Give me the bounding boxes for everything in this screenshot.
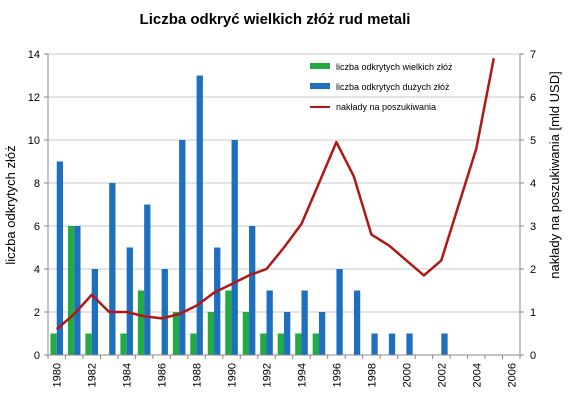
legend-swatch (310, 63, 330, 69)
x-tick-label: 1996 (331, 363, 343, 387)
bar-big-deposits (266, 290, 273, 355)
y2-tick-label: 6 (530, 92, 536, 104)
bar-big-deposits (301, 290, 308, 355)
legend: liczba odkrytych wielkich złóż liczba odk… (310, 62, 453, 112)
bar-large-deposits (85, 333, 92, 355)
line-layer (55, 58, 496, 331)
y2-tick-label: 3 (530, 221, 536, 233)
left-axis-ticks: 0 2 4 6 8 10 12 14 (28, 49, 48, 362)
y-tick-label: 14 (28, 49, 40, 61)
y-tick-label: 8 (34, 178, 40, 190)
x-tick-label: 1992 (262, 363, 274, 387)
bar-big-deposits (56, 161, 64, 355)
bar-large-deposits (225, 290, 232, 355)
bar-big-deposits (249, 226, 256, 355)
bar-big-deposits (388, 333, 396, 355)
bar-large-deposits (277, 333, 284, 355)
bar-big-deposits (144, 204, 151, 355)
bar-big-deposits (196, 75, 203, 355)
y-axis-title: liczba odkrytych złóż (3, 145, 18, 264)
axes (47, 54, 521, 356)
bar-large-deposits (172, 312, 180, 355)
x-tick-label: 2002 (436, 363, 448, 387)
bar-big-deposits (336, 269, 343, 355)
bar-large-deposits (295, 333, 302, 355)
x-tick-label: 1980 (52, 363, 64, 387)
bar-big-deposits (161, 269, 168, 355)
x-tick-label: 1998 (366, 363, 378, 387)
x-tick-label: 1986 (157, 363, 169, 387)
x-tick-label: 1990 (227, 363, 239, 387)
bar-big-deposits (214, 247, 221, 355)
y2-tick-label: 5 (530, 135, 536, 147)
bar-large-deposits (137, 290, 145, 355)
exploration-spending-line (55, 58, 496, 331)
y2-tick-label: 1 (530, 307, 536, 319)
bar-large-deposits (312, 333, 319, 355)
y-tick-label: 12 (28, 92, 40, 104)
bar-big-deposits (318, 312, 326, 355)
bar-big-deposits (74, 226, 81, 355)
bar-large-deposits (120, 333, 127, 355)
legend-swatch (310, 83, 330, 89)
bar-big-deposits (441, 333, 448, 355)
y-tick-label: 4 (34, 264, 40, 276)
bar-big-deposits (406, 333, 413, 355)
bar-large-deposits (67, 226, 75, 355)
x-axis-ticks: 1980 1982 1984 1986 1988 1990 1992 1994 1996 1998… (47, 355, 521, 387)
y2-tick-label: 4 (530, 178, 536, 190)
bar-large-deposits (242, 312, 250, 355)
legend-label: liczba odkrytych dużych złóż (336, 82, 450, 92)
y2-tick-label: 2 (530, 264, 536, 276)
x-tick-label: 1988 (192, 363, 204, 387)
x-tick-label: 2000 (401, 363, 413, 387)
bar-large-deposits (190, 333, 197, 355)
legend-label: liczba odkrytych wielkich złóż (336, 62, 453, 72)
grid-lines (48, 53, 520, 313)
bar-big-deposits (179, 140, 186, 355)
bar-big-deposits (91, 269, 98, 355)
legend-label: nakłady na poszukiwania (336, 102, 436, 112)
bar-big-deposits (126, 247, 133, 355)
bar-big-deposits (371, 333, 378, 355)
y-tick-label: 6 (34, 221, 40, 233)
bar-big-deposits (284, 312, 291, 355)
bar-big-deposits (231, 140, 238, 355)
bar-marks (50, 75, 448, 355)
x-tick-label: 1984 (122, 363, 134, 387)
y2-tick-label: 7 (530, 49, 536, 61)
y2-axis-title: nakłady na poszukiwania [mld USD] (547, 71, 562, 278)
x-tick-label: 1994 (296, 363, 308, 387)
x-tick-label: 2004 (471, 363, 483, 387)
y-tick-label: 0 (34, 350, 40, 362)
x-tick-label: 2006 (506, 363, 518, 387)
x-tick-label: 1982 (87, 363, 99, 387)
bar-large-deposits (207, 312, 215, 355)
y2-tick-label: 0 (530, 350, 536, 362)
right-axis-ticks: 0 1 2 3 4 5 6 7 (520, 49, 536, 362)
bar-large-deposits (260, 333, 267, 355)
y-tick-label: 2 (34, 307, 40, 319)
bar-big-deposits (353, 290, 361, 355)
y-tick-label: 10 (28, 135, 40, 147)
chart-title: Liczba odkryć wielkich złóż rud metali (140, 11, 411, 28)
bar-large-deposits (50, 333, 57, 355)
bar-big-deposits (109, 183, 116, 355)
